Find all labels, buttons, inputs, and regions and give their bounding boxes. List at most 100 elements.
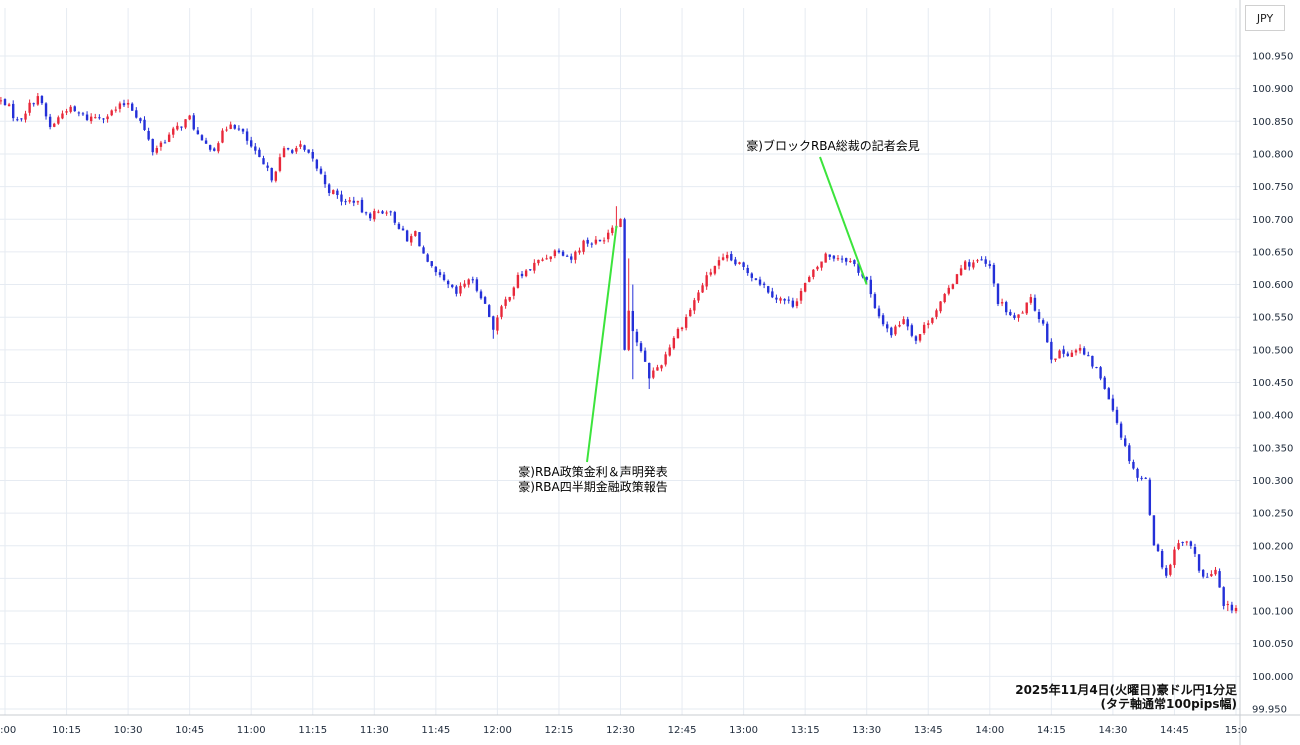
candle-body (853, 260, 856, 265)
candle (262, 155, 265, 165)
candle (853, 259, 856, 267)
candle-body (824, 253, 827, 263)
x-tick-label: 12:45 (668, 725, 697, 736)
candle (344, 198, 347, 206)
candle (385, 210, 388, 216)
x-tick-label: 11:30 (360, 725, 389, 736)
candle (167, 132, 171, 143)
candle-body (508, 296, 511, 301)
candle-body (1214, 569, 1217, 575)
candle-body (767, 286, 770, 293)
candle-body (250, 140, 253, 147)
candle-body (529, 269, 532, 271)
candle-body (53, 123, 56, 127)
candle (188, 114, 191, 121)
candle (299, 140, 302, 150)
candle (1181, 541, 1184, 547)
candle-body (1136, 468, 1139, 478)
candle-body (1165, 567, 1168, 576)
candle (631, 284, 635, 380)
candle-body (713, 265, 717, 274)
candle (471, 276, 474, 284)
candle (869, 275, 873, 298)
candle (442, 271, 446, 282)
candle (208, 144, 212, 152)
candle-body (955, 274, 959, 285)
candle-body (385, 212, 388, 214)
candle (221, 128, 224, 144)
candle (418, 232, 421, 247)
candle-body (828, 254, 831, 257)
candle-body (446, 280, 450, 285)
candle-body (1185, 541, 1188, 543)
candle-body (693, 300, 696, 311)
candle-body (549, 256, 552, 260)
candle-body (192, 115, 195, 130)
candle-body (291, 150, 294, 153)
candle-body (1210, 574, 1213, 577)
candle-body (611, 227, 614, 234)
candle (1206, 572, 1209, 578)
candle (85, 111, 89, 122)
candle-body (980, 259, 983, 261)
candle-body (1193, 546, 1197, 554)
candle-body (422, 247, 425, 254)
candle (217, 141, 220, 154)
candle-body (397, 223, 401, 229)
candle-body (487, 305, 491, 317)
candle-body (1140, 477, 1143, 479)
candle-body (340, 194, 343, 202)
candle-body (1103, 377, 1106, 389)
candle-body (808, 276, 811, 282)
candle (890, 326, 893, 338)
candle-body (122, 103, 126, 106)
candle-body (1234, 607, 1238, 612)
candle (635, 328, 639, 347)
candle-body (742, 262, 745, 267)
y-tick-label: 100.200 (1252, 541, 1293, 552)
candle-body (172, 128, 175, 135)
candle-body (849, 260, 852, 262)
candle-body (557, 250, 561, 253)
candle-body (738, 262, 741, 264)
candle (1119, 421, 1123, 441)
y-tick-label: 100.250 (1252, 509, 1293, 520)
candle-body (393, 212, 397, 223)
y-tick-label: 100.750 (1252, 182, 1293, 193)
candle-body (873, 294, 877, 309)
candle (377, 209, 380, 214)
candle-body (705, 275, 708, 287)
candle (676, 327, 680, 339)
candle-body (697, 292, 700, 301)
x-tick-label: 14:00 (975, 725, 1004, 736)
candle (94, 113, 97, 119)
candle (1066, 351, 1069, 357)
candle (660, 364, 663, 372)
currency-selector[interactable]: JPY (1245, 5, 1285, 31)
candle (783, 298, 786, 305)
candle (537, 259, 540, 266)
candle (693, 297, 696, 315)
candle (81, 111, 85, 116)
candle-body (1041, 320, 1045, 324)
candle (1050, 338, 1053, 364)
candle (40, 95, 44, 105)
y-tick-label: 99.950 (1252, 705, 1287, 716)
candle (360, 197, 364, 214)
candle-body (689, 309, 692, 317)
candle-body (951, 284, 955, 289)
candle-body (1095, 367, 1098, 369)
candle (984, 256, 987, 267)
candle-body (594, 239, 598, 244)
y-tick-label: 100.300 (1252, 476, 1293, 487)
candle-body (709, 272, 712, 275)
candle (717, 256, 721, 270)
candle (213, 147, 216, 152)
candle (258, 147, 261, 158)
candle (1082, 346, 1086, 356)
candle-body (664, 354, 667, 365)
candle-body (98, 117, 101, 119)
candle (455, 285, 458, 297)
candle (1078, 344, 1082, 354)
